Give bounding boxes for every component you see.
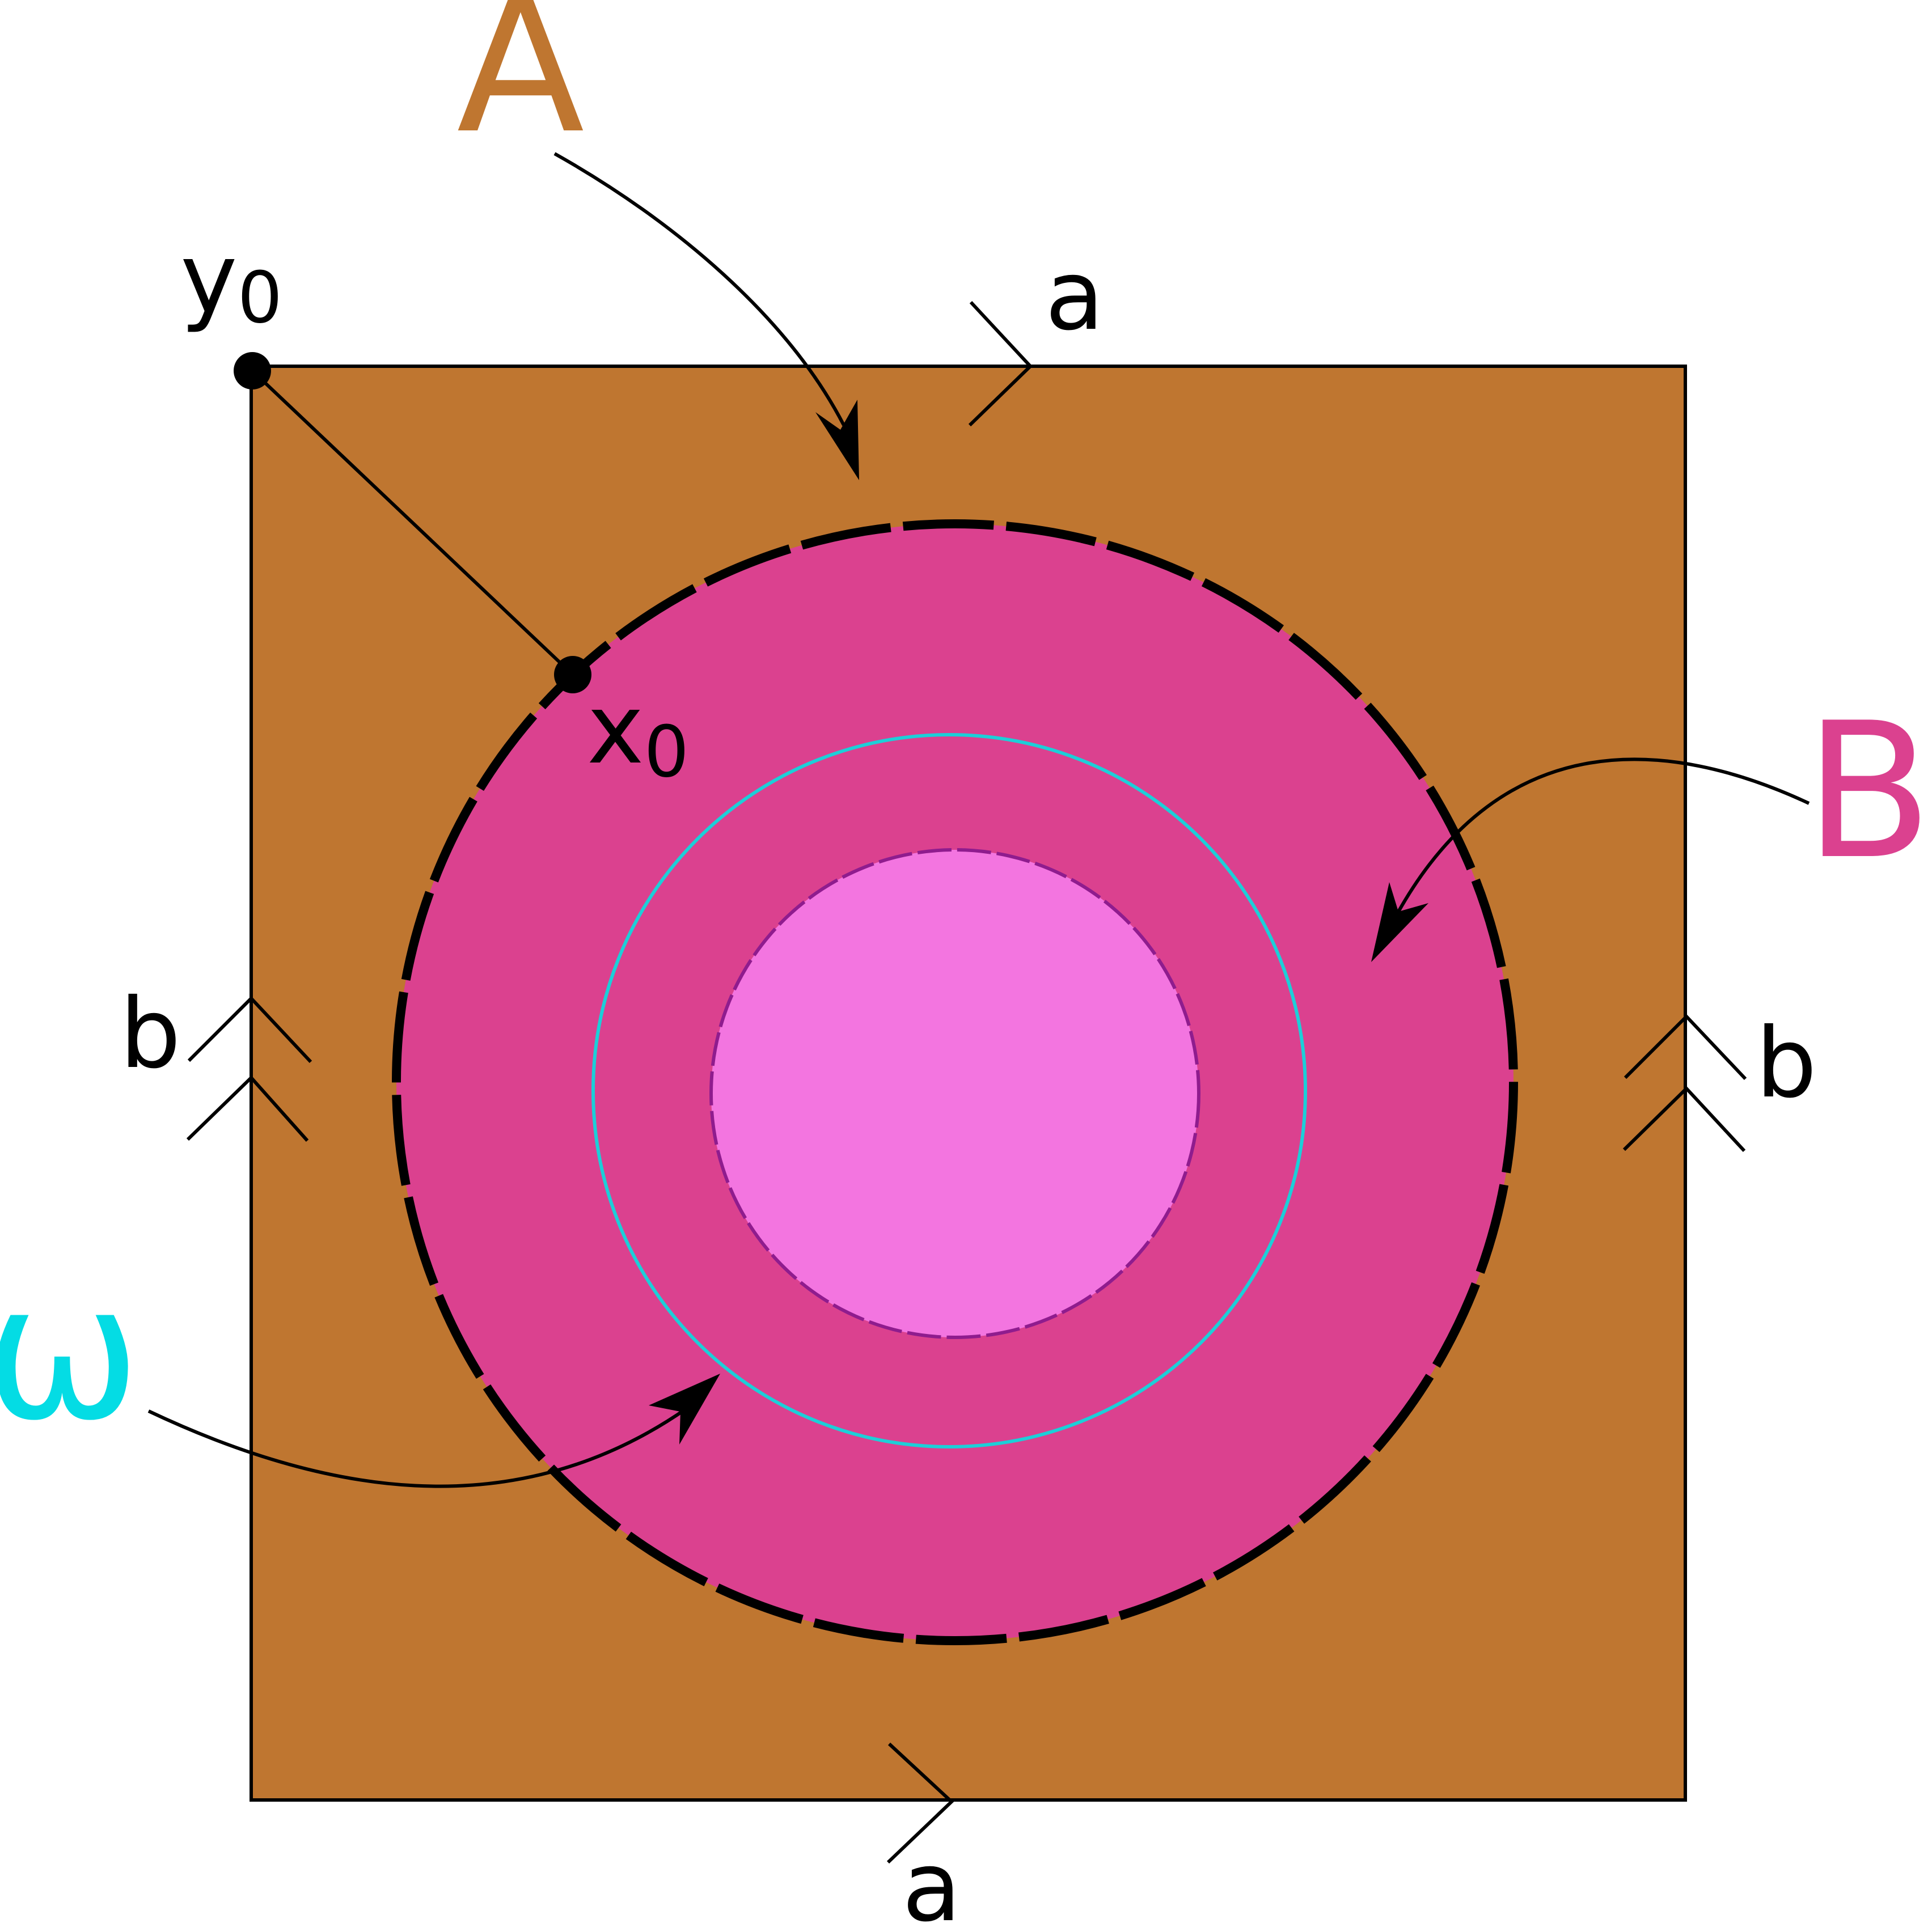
- segment-y0-x0: [251, 369, 574, 676]
- label-y0-sub: 0: [238, 257, 283, 339]
- label-a-bottom: a: [902, 1831, 961, 1923]
- label-x0-sub: 0: [644, 711, 690, 793]
- label-B: B: [1804, 683, 1932, 900]
- inner-disk: [711, 850, 1199, 1337]
- label-y0-base: y: [180, 223, 238, 335]
- identification-mark-b-left: [186, 996, 312, 1142]
- label-b-right: b: [1756, 1007, 1817, 1120]
- identification-mark-b-right: [1622, 1014, 1747, 1153]
- label-x0-base: x: [587, 674, 644, 786]
- label-a-top: a: [1045, 240, 1104, 352]
- label-b-left: b: [120, 978, 181, 1090]
- point-y0: [234, 352, 271, 389]
- identification-mark-a-top: [968, 300, 1033, 427]
- inner-dashed-boundary: [709, 848, 1200, 1339]
- label-omega: ω: [0, 1244, 141, 1462]
- omega-circle: [591, 733, 1307, 1448]
- arrow-A: [553, 152, 859, 480]
- arrow-omega: [147, 1374, 720, 1488]
- label-A: A: [456, 0, 585, 175]
- outer-dashed-boundary: [392, 519, 1518, 1645]
- point-x0: [554, 656, 591, 693]
- label-x0: x0: [587, 674, 689, 793]
- arrow-B: [1371, 757, 1810, 962]
- identification-mark-a-bottom: [886, 1742, 954, 1864]
- label-y0: y0: [180, 223, 282, 339]
